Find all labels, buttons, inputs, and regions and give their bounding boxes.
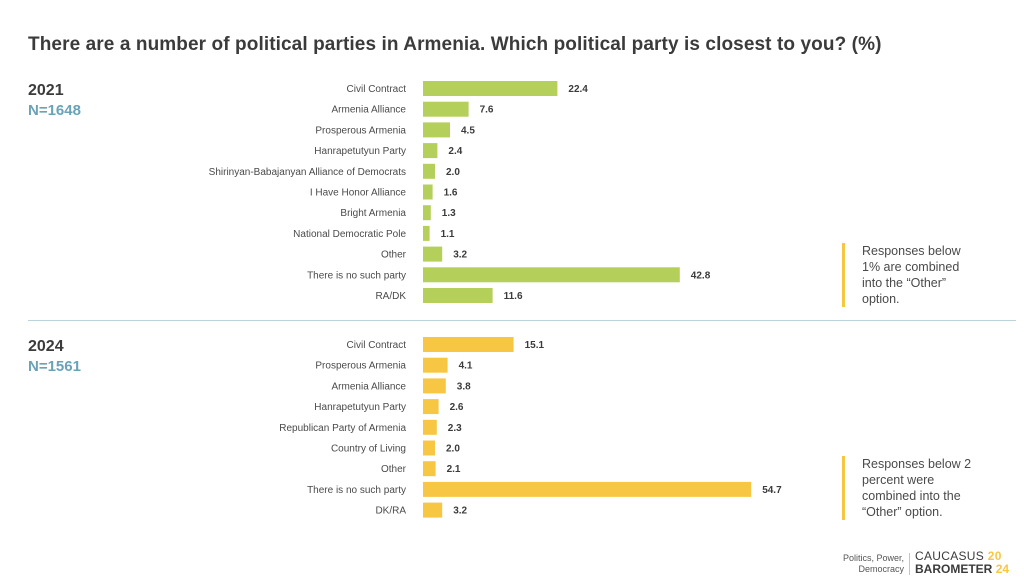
category-label: Republican Party of Armenia [279, 423, 406, 434]
category-label: RA/DK [375, 291, 406, 302]
year-label-2021: 2021 [28, 82, 64, 99]
bar [423, 419, 437, 435]
category-label: Civil Contract [347, 84, 407, 95]
footer-tagline: Politics, Power, Democracy [843, 553, 904, 575]
category-label: National Democratic Pole [293, 229, 406, 240]
bar [423, 101, 469, 117]
bar [423, 122, 450, 138]
bar [423, 502, 443, 518]
value-label: 7.6 [480, 105, 494, 116]
value-label: 2.4 [448, 146, 462, 157]
category-label: Armenia Alliance [332, 105, 407, 116]
note-2021: Responses below 1% are combined into the… [842, 243, 982, 307]
value-label: 54.7 [762, 485, 782, 496]
tagline-line1: Politics, Power, [842, 553, 904, 563]
value-label: 4.5 [461, 125, 475, 136]
tagline-line2: Democracy [858, 564, 904, 574]
category-label: Armenia Alliance [332, 381, 407, 392]
bar [423, 225, 430, 241]
value-label: 2.6 [450, 402, 464, 413]
category-label: Hanrapetutyun Party [314, 146, 406, 157]
category-label: DK/RA [375, 506, 406, 517]
value-label: 2.3 [448, 423, 462, 434]
category-label: Country of Living [331, 444, 406, 455]
value-label: 11.6 [504, 291, 523, 302]
value-label: 42.8 [691, 270, 711, 281]
logo-line1: CAUCASUS [915, 549, 985, 563]
value-label: 3.8 [457, 381, 471, 392]
value-label: 1.1 [441, 229, 455, 240]
category-label: There is no such party [307, 270, 406, 281]
value-label: 22.4 [568, 84, 588, 95]
logo-year-top: 20 [987, 549, 1002, 563]
category-label: Other [381, 250, 407, 261]
bar [423, 440, 435, 456]
category-label: Prosperous Armenia [315, 361, 406, 372]
caucasus-barometer-logo: CAUCASUS 20 BAROMETER 24 [915, 550, 1009, 576]
value-label: 2.0 [446, 444, 460, 455]
category-label: Civil Contract [347, 340, 407, 351]
bar [423, 246, 443, 262]
logo-year-bottom: 24 [995, 562, 1010, 576]
bar [423, 399, 439, 415]
category-label: Prosperous Armenia [315, 125, 406, 136]
value-label: 2.0 [446, 167, 460, 178]
category-label: Shirinyan-Babajanyan Alliance of Democra… [209, 167, 406, 178]
footer-separator [909, 553, 910, 575]
bar [423, 378, 446, 394]
value-label: 3.2 [453, 250, 467, 261]
category-label: Bright Armenia [340, 208, 406, 219]
category-label: Other [381, 464, 407, 475]
value-label: 4.1 [459, 361, 473, 372]
bar [423, 81, 558, 96]
bar [423, 163, 435, 179]
note-2024: Responses below 2 percent were combined … [842, 456, 982, 520]
bar [423, 184, 433, 200]
category-label: Hanrapetutyun Party [314, 402, 406, 413]
value-label: 2.1 [447, 464, 461, 475]
category-label: I Have Honor Alliance [310, 188, 407, 199]
value-label: 1.6 [444, 188, 458, 199]
sample-size-2021: N=1648 [28, 102, 81, 119]
bar [423, 337, 514, 352]
bar [423, 481, 752, 497]
bar [423, 357, 448, 373]
sample-size-2024: N=1561 [28, 358, 81, 375]
bar [423, 288, 493, 303]
bar [423, 143, 438, 159]
bar [423, 205, 431, 221]
value-label: 1.3 [442, 208, 456, 219]
logo-line2: BAROMETER [915, 562, 993, 576]
section-divider [28, 320, 1016, 321]
bar [423, 267, 680, 283]
year-label-2024: 2024 [28, 338, 64, 355]
bar [423, 461, 436, 477]
chart-title: There are a number of political parties … [28, 34, 882, 55]
category-label: There is no such party [307, 485, 406, 496]
value-label: 15.1 [525, 340, 545, 351]
value-label: 3.2 [453, 506, 467, 517]
